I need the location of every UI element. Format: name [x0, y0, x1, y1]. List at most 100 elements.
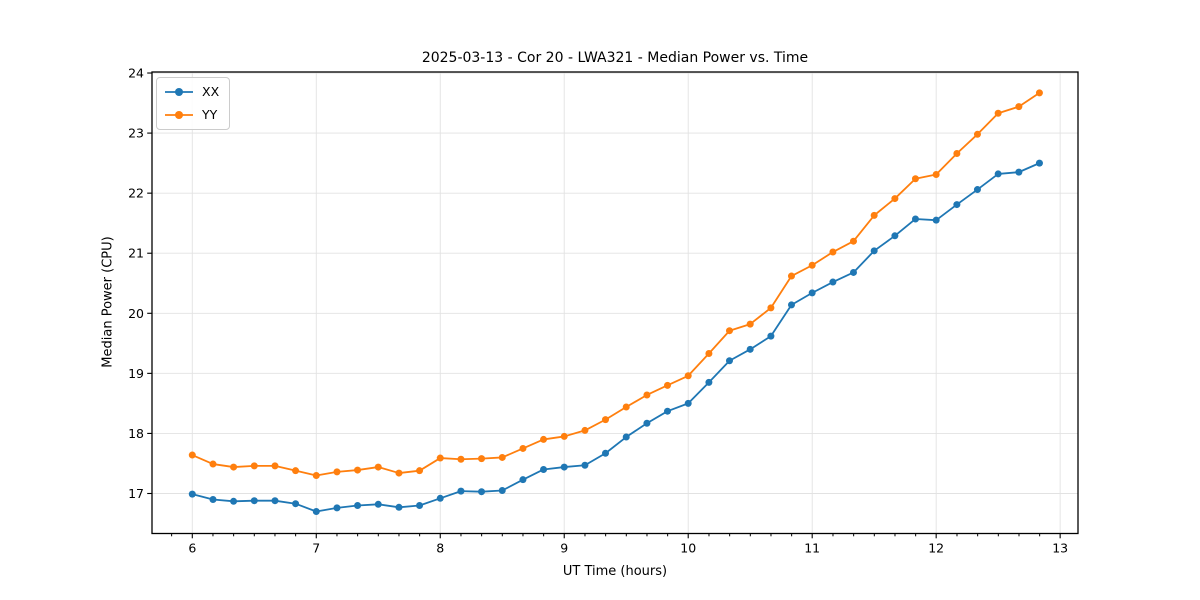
data-point	[395, 469, 403, 477]
data-point	[209, 460, 217, 468]
x-tick-label: 11	[804, 541, 820, 556]
data-point	[911, 175, 919, 183]
x-tick-label: 13	[1052, 541, 1068, 556]
data-point	[292, 500, 300, 508]
data-point	[416, 467, 424, 475]
data-point	[953, 201, 961, 209]
data-point	[643, 391, 651, 399]
data-point	[684, 399, 692, 407]
y-axis-label: Median Power (CPU)	[100, 236, 116, 368]
data-point	[519, 476, 527, 484]
plot-border	[151, 71, 1079, 535]
data-point	[188, 490, 196, 498]
data-point	[932, 216, 940, 224]
data-point	[230, 463, 238, 471]
y-tick-label: 17	[128, 486, 144, 501]
data-point	[808, 261, 816, 269]
y-tick-label: 24	[128, 66, 144, 81]
data-point	[354, 466, 362, 474]
data-point	[560, 463, 568, 471]
x-axis: 6 7 8 9 10 11 12 13	[188, 533, 1068, 556]
data-point	[416, 502, 424, 510]
data-point	[994, 170, 1002, 178]
data-point	[333, 468, 341, 476]
legend-item-XX: XX	[164, 83, 219, 101]
data-point	[911, 215, 919, 223]
x-axis-label: UT Time (hours)	[562, 564, 668, 579]
data-point	[250, 462, 258, 470]
data-point	[333, 504, 341, 512]
data-point	[664, 381, 672, 389]
data-point	[705, 378, 713, 386]
y-tick-label: 18	[128, 426, 144, 441]
series-XX	[188, 159, 1043, 516]
data-point	[870, 247, 878, 255]
data-point	[581, 461, 589, 469]
series-YY	[188, 89, 1043, 479]
data-point	[787, 272, 795, 280]
data-point	[829, 278, 837, 286]
data-point	[292, 467, 300, 475]
data-point	[540, 465, 548, 473]
legend-line-marker-icon	[165, 88, 193, 96]
legend-label: XX	[202, 83, 220, 99]
data-point	[953, 150, 961, 158]
data-point	[498, 486, 506, 494]
data-point	[1035, 159, 1043, 167]
x-tick-label: 9	[560, 541, 568, 556]
data-point	[870, 211, 878, 219]
data-point	[374, 500, 382, 508]
x-tick-label: 12	[928, 541, 944, 556]
data-point	[395, 503, 403, 511]
data-point	[312, 471, 320, 479]
data-point	[271, 497, 279, 505]
data-point	[581, 426, 589, 434]
data-point	[973, 186, 981, 194]
data-point	[250, 497, 258, 505]
data-point	[188, 451, 196, 459]
x-tick-label: 6	[188, 541, 196, 556]
data-point	[354, 502, 362, 510]
data-point	[746, 320, 754, 328]
data-point	[829, 248, 837, 256]
data-point	[725, 327, 733, 335]
y-tick-label: 20	[128, 306, 144, 321]
data-point	[602, 416, 610, 424]
data-point	[519, 444, 527, 452]
data-point	[705, 350, 713, 358]
data-point	[622, 433, 630, 441]
gridlines	[152, 72, 1078, 534]
data-point	[209, 496, 217, 504]
data-point	[230, 497, 238, 505]
y-tick-label: 21	[128, 246, 144, 261]
data-point	[891, 195, 899, 203]
data-point	[478, 488, 486, 496]
chart-title: 2025-03-13 - Cor 20 - LWA321 - Median Po…	[421, 50, 809, 66]
legend-line-marker-icon	[165, 111, 193, 119]
data-point	[808, 289, 816, 297]
data-point	[1015, 168, 1023, 176]
y-tick-label: 22	[128, 186, 144, 201]
legend-label: YY	[202, 106, 218, 122]
x-tick-label: 10	[680, 541, 696, 556]
data-point	[849, 237, 857, 245]
data-point	[436, 494, 444, 502]
data-point	[457, 455, 465, 463]
data-point	[849, 268, 857, 276]
data-point	[271, 462, 279, 470]
data-point	[787, 301, 795, 309]
data-point	[932, 171, 940, 179]
data-point	[622, 403, 630, 411]
data-point	[1015, 103, 1023, 111]
data-point	[1035, 89, 1043, 97]
data-point	[560, 432, 568, 440]
x-tick-label: 8	[436, 541, 444, 556]
series-line	[192, 162, 1040, 513]
data-point	[891, 232, 899, 240]
x-tick-label: 7	[312, 541, 320, 556]
data-point	[312, 508, 320, 516]
data-point	[457, 487, 465, 495]
y-tick-label: 23	[128, 126, 144, 141]
series-line	[191, 92, 1040, 477]
